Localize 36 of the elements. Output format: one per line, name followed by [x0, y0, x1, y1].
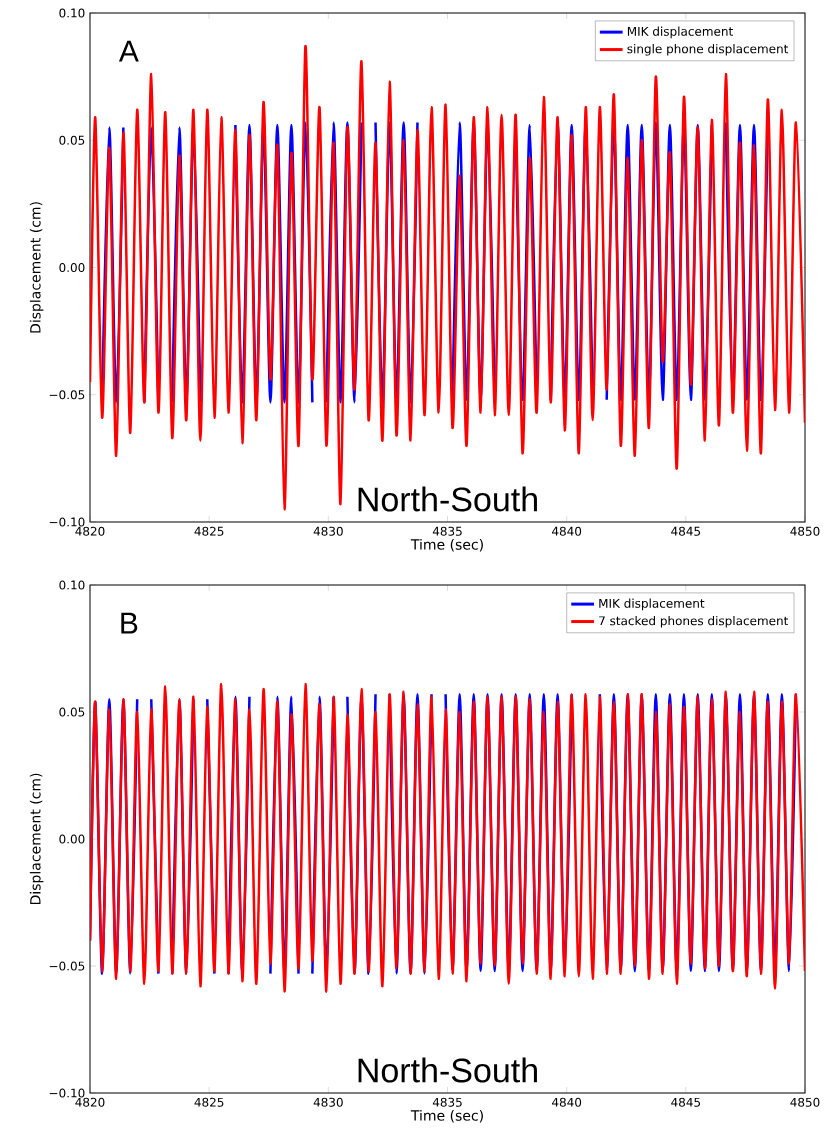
y-tick-label: 0.10	[59, 8, 85, 18]
annotation: North-South	[358, 1057, 538, 1083]
legend-label: MIK displacement	[628, 26, 734, 39]
x-tick-label: 4845	[671, 1097, 701, 1107]
y-tick-label: −0.05	[49, 390, 85, 400]
x-tick-label: 4825	[194, 526, 224, 536]
x-tick-label: 4835	[432, 526, 462, 536]
x-tick-label: 4840	[552, 526, 582, 536]
x-tick-label: 4820	[75, 526, 105, 536]
legend-label: 7 stacked phones displacement	[599, 616, 789, 628]
x-tick-label: 4830	[313, 526, 343, 536]
legend-label: MIK displacement	[599, 598, 705, 611]
x-axis-title: Time (sec)	[410, 1109, 484, 1123]
x-tick-label: 4835	[432, 1097, 462, 1107]
y-tick-label: 0.00	[59, 834, 85, 844]
y-tick-label: −0.10	[49, 517, 85, 527]
annotation: North-South	[358, 486, 538, 512]
y-axis-title: Displacement (cm)	[29, 202, 44, 333]
y-axis-title: Displacement (cm)	[29, 773, 44, 905]
annotation: B	[121, 612, 138, 634]
y-tick-label: 0.00	[59, 262, 85, 273]
legend-label: single phone displacement	[627, 44, 789, 56]
y-tick-label: 0.05	[59, 707, 85, 717]
x-tick-label: 4850	[790, 1097, 820, 1107]
x-tick-label: 4820	[75, 1097, 105, 1107]
x-tick-label: 4845	[671, 526, 701, 536]
y-tick-label: 0.05	[59, 135, 85, 145]
x-tick-label: 4830	[313, 1097, 343, 1107]
y-tick-label: −0.10	[49, 1088, 85, 1098]
x-tick-label: 4825	[194, 1097, 224, 1107]
x-tick-label: 4840	[552, 1097, 582, 1107]
y-tick-label: 0.10	[59, 580, 85, 590]
x-tick-label: 4850	[790, 526, 820, 536]
x-axis-title: Time (sec)	[410, 538, 484, 552]
y-tick-label: −0.05	[49, 961, 85, 971]
annotation: A	[119, 40, 139, 62]
